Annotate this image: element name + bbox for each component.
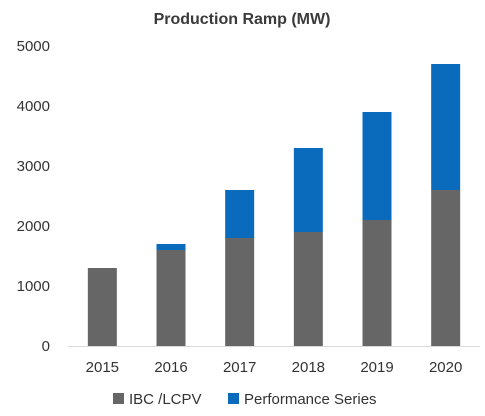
legend-swatch-ibc-lcpv xyxy=(113,393,124,404)
x-tick-label: 2016 xyxy=(154,359,187,376)
bar-performance-series-2019 xyxy=(362,112,392,220)
y-axis-ticks: 0 1000 2000 3000 4000 5000 xyxy=(17,38,50,355)
x-tick-label: 2017 xyxy=(223,359,256,376)
chart-title: Production Ramp (MW) xyxy=(154,11,331,28)
bar-ibc-lcpv-2017 xyxy=(225,238,255,346)
legend-swatch-performance-series xyxy=(228,393,239,404)
bar-performance-series-2017 xyxy=(225,190,255,238)
x-tick-label: 2019 xyxy=(360,359,393,376)
y-tick-label: 1000 xyxy=(17,278,50,295)
bar-ibc-lcpv-2020 xyxy=(431,190,461,346)
x-tick-label: 2015 xyxy=(86,359,119,376)
y-tick-label: 2000 xyxy=(17,218,50,235)
bars-group xyxy=(87,64,461,346)
bar-ibc-lcpv-2019 xyxy=(362,220,392,346)
legend-label-ibc-lcpv: IBC /LCPV xyxy=(129,391,202,408)
x-tick-label: 2018 xyxy=(292,359,325,376)
bar-ibc-lcpv-2016 xyxy=(156,250,186,346)
x-axis-ticks: 2015 2016 2017 2018 2019 2020 xyxy=(86,359,463,376)
x-tick-label: 2020 xyxy=(429,359,462,376)
bar-ibc-lcpv-2018 xyxy=(293,232,323,346)
bar-performance-series-2018 xyxy=(293,148,323,232)
y-tick-label: 3000 xyxy=(17,158,50,175)
legend-label-performance-series: Performance Series xyxy=(244,391,377,408)
legend: IBC /LCPV Performance Series xyxy=(113,391,377,408)
bar-performance-series-2016 xyxy=(156,244,186,250)
y-tick-label: 4000 xyxy=(17,98,50,115)
bar-performance-series-2020 xyxy=(431,64,461,190)
y-tick-label: 5000 xyxy=(17,38,50,55)
bar-ibc-lcpv-2015 xyxy=(87,268,117,346)
y-tick-label: 0 xyxy=(42,338,50,355)
